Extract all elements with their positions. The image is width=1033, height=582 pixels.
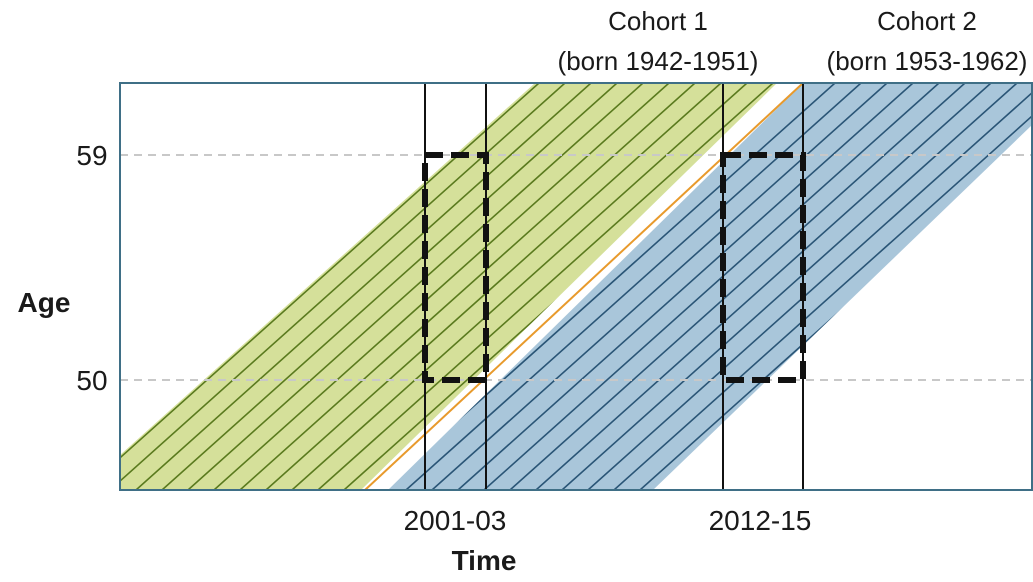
x-axis-title: Time xyxy=(452,545,517,576)
hatch-line xyxy=(120,83,540,490)
hatch-line xyxy=(213,83,670,490)
hatch-line xyxy=(613,83,1032,490)
cohort-2-band xyxy=(388,83,1032,490)
hatch-line xyxy=(405,83,862,490)
hatch-line xyxy=(239,83,696,490)
hatch-line xyxy=(291,83,748,490)
hatch-line xyxy=(161,83,618,490)
x-tick-label-2012-15: 2012-15 xyxy=(709,505,812,536)
hatch-line xyxy=(457,83,914,490)
hatch-line xyxy=(120,83,566,490)
hatch-line xyxy=(431,83,888,490)
hatch-line xyxy=(509,83,966,490)
observation-window-2001-03 xyxy=(422,152,489,383)
hatch-line xyxy=(317,83,774,490)
hatch-line xyxy=(187,83,644,490)
y-tick-label-50: 50 xyxy=(76,365,107,396)
cohort-1-title: Cohort 1 xyxy=(608,6,708,36)
y-tick-label-59: 59 xyxy=(76,140,107,171)
hatch-line xyxy=(587,83,1032,490)
hatch-line xyxy=(535,83,992,490)
cohort-separator-line xyxy=(364,83,804,490)
cohort-1-birth-range: (born 1942-1951) xyxy=(558,46,759,76)
cohort-2-title: Cohort 2 xyxy=(877,6,977,36)
cohort-1-band xyxy=(120,83,777,490)
hatch-line xyxy=(483,83,940,490)
hatch-line xyxy=(135,83,592,490)
hatch-line xyxy=(561,83,1018,490)
x-tick-label-2001-03: 2001-03 xyxy=(404,505,507,536)
hatch-line xyxy=(265,83,722,490)
cohort-2-birth-range: (born 1953-1962) xyxy=(827,46,1028,76)
y-axis-title: Age xyxy=(18,287,71,318)
plot-frame xyxy=(119,82,1033,491)
observation-window-2012-15 xyxy=(720,152,806,383)
